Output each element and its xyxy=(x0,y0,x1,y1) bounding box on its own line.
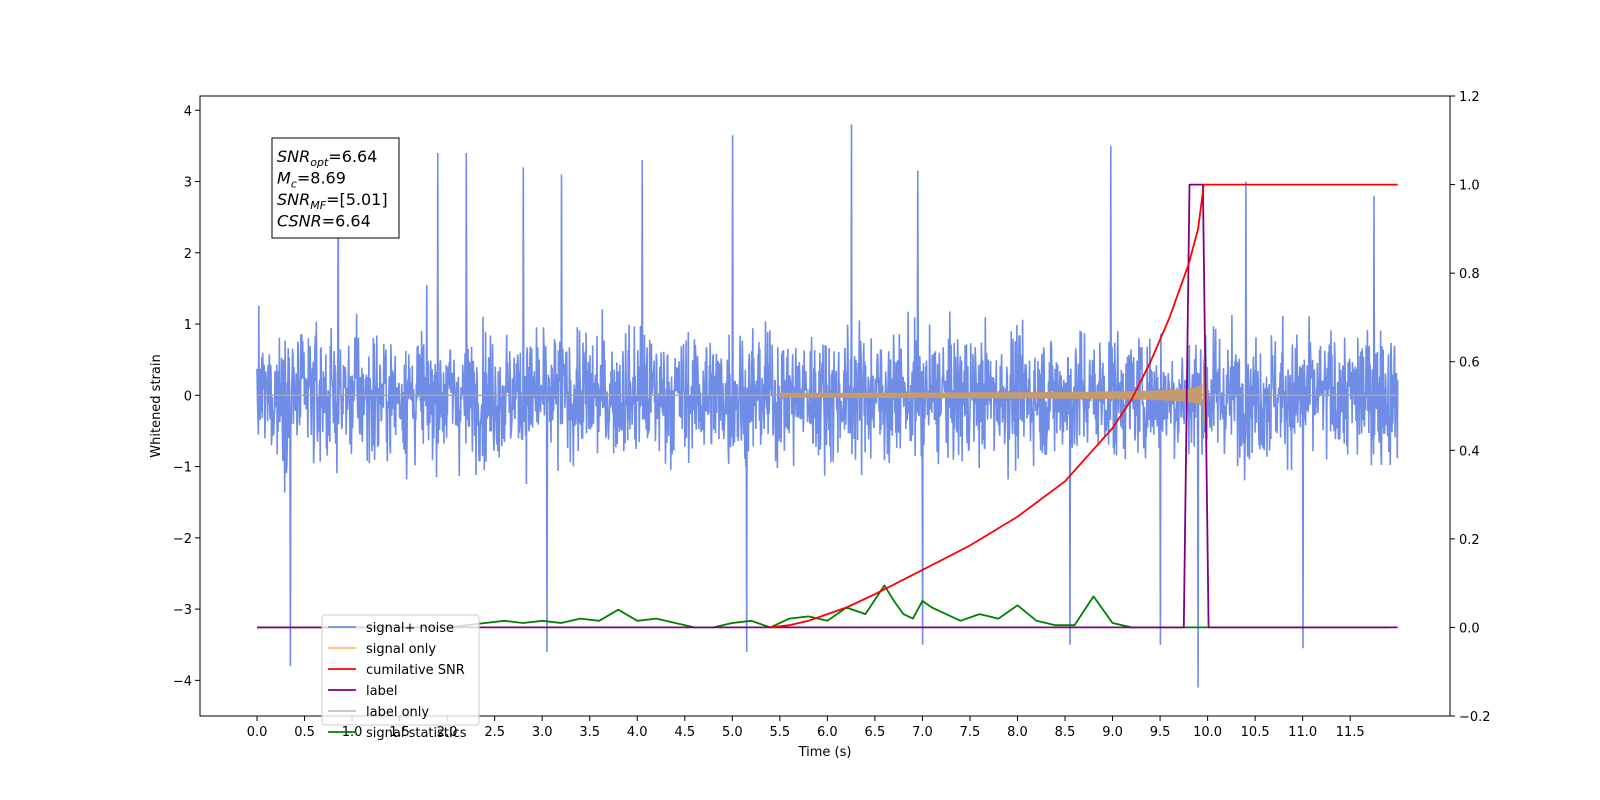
y-tick-label-right: 1.0 xyxy=(1459,179,1480,194)
x-tick-label: 11.5 xyxy=(1336,725,1365,740)
series-label xyxy=(257,183,1398,629)
y-tick-label-left: −4 xyxy=(173,674,192,689)
x-tick-label: 2.5 xyxy=(484,725,505,740)
x-tick-label: 2.0 xyxy=(437,725,458,740)
y-tick-label-right: −0.2 xyxy=(1459,710,1491,725)
legend-label: signal+ noise xyxy=(366,621,454,636)
x-tick-label: 5.5 xyxy=(770,725,791,740)
y-tick-label-right: 0.8 xyxy=(1459,267,1480,282)
y-tick-label-left: −1 xyxy=(173,461,192,476)
y-tick-label-left: 0 xyxy=(184,389,192,404)
x-tick-label: 3.5 xyxy=(579,725,600,740)
legend: signal+ noise signal only cumilative SNR la… xyxy=(321,614,480,741)
y-tick-label-left: 1 xyxy=(184,318,192,333)
series-layer xyxy=(256,124,1399,688)
info-line: Mc=8.69 xyxy=(277,169,346,191)
x-tick-label: 6.5 xyxy=(865,725,886,740)
y-tick-label-left: 3 xyxy=(184,176,192,191)
x-tick-label: 1.5 xyxy=(389,725,410,740)
x-tick-label: 11.0 xyxy=(1288,725,1317,740)
legend-label: signal statistics xyxy=(366,726,467,741)
axes-layer: 0.0 0.5 1.0 1.5 2.0 2.5 3.0 3.5 4.0 4.5 5.0 5.5 6.0 6… xyxy=(173,90,1491,740)
x-tick-label: 8.5 xyxy=(1055,725,1076,740)
series-cumulative-snr xyxy=(770,183,1398,629)
x-tick-label: 10.5 xyxy=(1241,725,1270,740)
y-axis-label-left: Whitened strain xyxy=(149,354,164,457)
x-tick-label: 9.0 xyxy=(1102,725,1123,740)
x-tick-label: 4.0 xyxy=(627,725,648,740)
y-tick-label-left: −3 xyxy=(173,603,192,618)
x-tick-label: 3.0 xyxy=(532,725,553,740)
y-tick-label-left: 4 xyxy=(184,104,192,119)
x-tick-label: 4.5 xyxy=(674,725,695,740)
x-tick-label: 7.5 xyxy=(960,725,981,740)
series-signal-only xyxy=(779,383,1203,407)
info-line: SNRMF=[5.01] xyxy=(277,190,388,212)
info-line: CSNR=6.64 xyxy=(277,212,371,231)
series-signal-statistics xyxy=(257,584,1389,629)
y-tick-label-right: 0.6 xyxy=(1459,356,1480,371)
legend-label: signal only xyxy=(366,642,436,657)
info-box-frame xyxy=(271,137,400,239)
series-signal-noise xyxy=(256,124,1399,688)
y-tick-label-right: 0.2 xyxy=(1459,533,1480,548)
x-tick-label: 7.0 xyxy=(912,725,933,740)
x-tick-label: 9.5 xyxy=(1150,725,1171,740)
legend-frame xyxy=(321,614,480,726)
legend-label: label xyxy=(366,684,397,699)
y-tick-label-left: −2 xyxy=(173,532,192,547)
x-tick-label: 6.0 xyxy=(817,725,838,740)
legend-label: label only xyxy=(366,705,429,720)
x-tick-label: 5.0 xyxy=(722,725,743,740)
x-tick-label: 10.0 xyxy=(1193,725,1222,740)
info-line: SNRopt=6.64 xyxy=(277,147,377,169)
y-tick-label-right: 0.0 xyxy=(1459,621,1480,636)
legend-label: cumilative SNR xyxy=(366,663,465,678)
y-tick-label-right: 0.4 xyxy=(1459,444,1480,459)
x-tick-label: 0.0 xyxy=(247,725,268,740)
y-tick-label-left: 2 xyxy=(184,247,192,262)
x-axis-label: Time (s) xyxy=(798,745,852,760)
y-tick-label-right: 1.2 xyxy=(1459,90,1480,105)
x-tick-label: 0.5 xyxy=(294,725,315,740)
x-tick-label: 8.0 xyxy=(1007,725,1028,740)
plot-frame xyxy=(199,95,1451,717)
